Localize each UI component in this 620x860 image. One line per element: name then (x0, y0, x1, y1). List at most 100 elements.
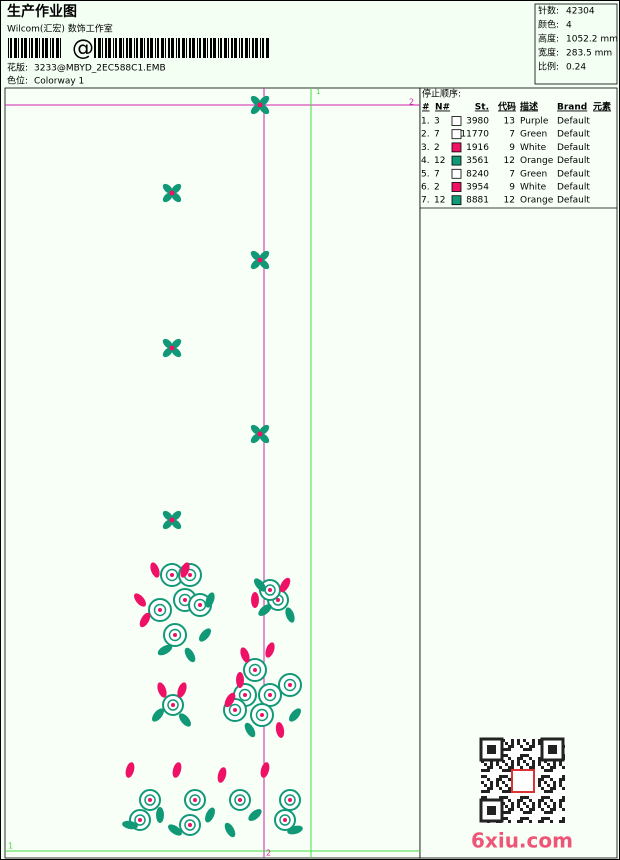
code: 7 (509, 169, 515, 179)
bar (168, 38, 170, 58)
rose-dot (188, 573, 192, 577)
qr-cell (562, 808, 565, 811)
qr-cell (532, 739, 535, 742)
column-header: St. (475, 103, 489, 113)
bar (197, 38, 198, 58)
color-swatch (451, 182, 462, 192)
design-area (4, 87, 421, 859)
row-index: 1. (421, 117, 430, 127)
qr-cell (523, 802, 526, 805)
qr-cell (550, 766, 553, 769)
barcode (8, 38, 269, 58)
row-index: 5. (421, 169, 430, 179)
leaf (177, 682, 187, 698)
description: Orange (520, 156, 554, 166)
qr-finder-dot (487, 806, 496, 815)
bar (234, 38, 237, 58)
brand: Default (557, 183, 590, 193)
petal (250, 433, 261, 444)
qr-cell (532, 808, 535, 811)
leaf (287, 825, 303, 835)
qr-cell (541, 820, 544, 823)
qr-cell (559, 802, 562, 805)
bar (249, 38, 250, 58)
bar (21, 38, 23, 58)
row-index: 3. (421, 143, 430, 153)
qr-cell (544, 811, 547, 814)
rose-dot (188, 823, 192, 827)
info-panel (419, 87, 618, 859)
qr-cell (550, 769, 553, 772)
qr-cell (505, 784, 508, 787)
rose-dot (238, 798, 242, 802)
bar (126, 38, 128, 58)
bar (134, 38, 135, 58)
center (257, 431, 263, 437)
qr-cell (532, 763, 535, 766)
qr-cell (559, 805, 562, 808)
bar (199, 38, 201, 58)
qr-cell (550, 811, 553, 814)
qr-cell (517, 739, 520, 742)
code: 9 (509, 143, 515, 153)
qr-finder-dot (548, 745, 557, 754)
qr-cell (532, 745, 535, 748)
leaf (184, 647, 196, 663)
qr-cell (526, 742, 529, 745)
qr-cell (505, 748, 508, 751)
rose-inner (134, 814, 146, 826)
stitches: 8881 (466, 196, 489, 206)
qr-cell (511, 805, 514, 808)
qr-cell (559, 799, 562, 802)
qr-cell (547, 769, 550, 772)
rose-dot (193, 798, 197, 802)
qr-cell (541, 817, 544, 820)
bar (262, 38, 264, 58)
qr-cell (505, 769, 508, 772)
qr-cell (505, 742, 508, 745)
bar (252, 38, 254, 58)
qr-cell (484, 790, 487, 793)
info-label: 颜色: (538, 19, 559, 31)
bar (52, 38, 54, 58)
bar (165, 38, 166, 58)
qr-cell (541, 775, 544, 778)
design-label: 花版: (7, 62, 28, 74)
qr-cell (484, 763, 487, 766)
bar (113, 38, 114, 58)
info-label: 比例: (538, 61, 559, 73)
rose-dot (171, 703, 175, 707)
bar (161, 38, 164, 58)
embroidery-design (122, 95, 303, 838)
qr-cell (529, 766, 532, 769)
info-label: 宽度: (538, 47, 559, 59)
leaf (152, 708, 164, 722)
petal (259, 259, 270, 270)
column-header: N# (435, 103, 450, 113)
qr-cell (529, 808, 532, 811)
qr-cell (502, 775, 505, 778)
info-label: 高度: (538, 33, 559, 45)
qr-cell (484, 784, 487, 787)
qr-cell (502, 781, 505, 784)
qr-cell (562, 799, 565, 802)
description: Purple (520, 117, 549, 127)
rose-dot (288, 798, 292, 802)
qr-cell (544, 775, 547, 778)
qr-cell (562, 778, 565, 781)
rose-inner (283, 678, 297, 692)
petal (171, 347, 182, 358)
qr-cell (520, 817, 523, 820)
rose-inner (189, 794, 201, 806)
qr-cell (511, 766, 514, 769)
qr-cell (538, 739, 541, 742)
marker: 1 (316, 88, 320, 96)
bar (213, 38, 216, 58)
rose-inner (193, 598, 207, 612)
bar (105, 38, 107, 58)
qr-cell (529, 745, 532, 748)
qr-cell (547, 811, 550, 814)
bar (115, 38, 117, 58)
leaf (244, 722, 256, 738)
qr-cell (559, 778, 562, 781)
